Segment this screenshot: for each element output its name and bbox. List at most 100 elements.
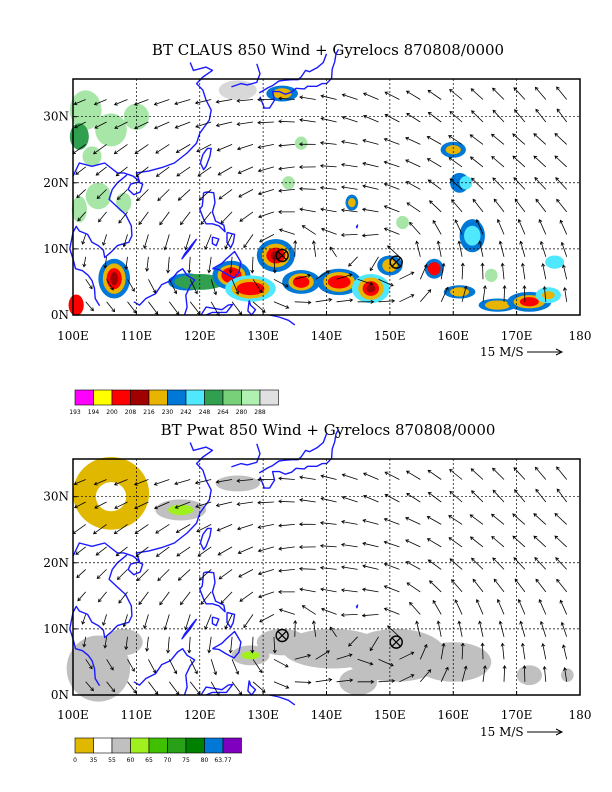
wind-vector (520, 262, 526, 280)
wind-vector (535, 108, 547, 123)
wind-vector (399, 674, 415, 683)
wind-vector (320, 207, 337, 213)
wind-vector (493, 578, 505, 593)
claus-title: BT CLAUS 850 Wind + Gyrelocs 870808/0000 (152, 41, 504, 59)
colorbar-label: 288 (254, 409, 266, 416)
shaded-region (69, 123, 89, 150)
colorbar-swatch (111, 389, 131, 406)
wind-vector (427, 469, 442, 480)
coastline-segment (259, 428, 340, 489)
shaded-region (382, 258, 398, 273)
x-tick-label: 170E (501, 329, 533, 343)
wind-vector (299, 118, 316, 123)
colorbar-swatch (111, 737, 131, 754)
wind-vector (514, 198, 526, 213)
wind-vector (519, 620, 526, 637)
wind-vector (513, 467, 526, 480)
coastline-segment (199, 191, 226, 233)
shaded-region (327, 275, 351, 289)
wind-vector (340, 162, 358, 168)
wind-vector (114, 121, 128, 129)
claus-panel: BT CLAUS 850 Wind + Gyrelocs 870808/0000… (43, 41, 591, 416)
wind-vector (522, 285, 527, 302)
wind-vector (155, 524, 170, 534)
wind-vector (116, 189, 128, 201)
wind-vector (237, 546, 254, 555)
wind-vector (236, 121, 254, 126)
wind-vector (138, 591, 149, 606)
pwat-shading (66, 457, 574, 702)
wind-vector (471, 490, 484, 503)
wind-vector (449, 491, 463, 503)
wind-vector (514, 489, 526, 503)
wind-vector (215, 479, 233, 484)
wind-vector (429, 580, 442, 593)
claus-gyre-markers (275, 248, 403, 269)
gyre-marker (389, 255, 403, 269)
wind-vector (426, 538, 442, 548)
wind-vector (432, 219, 442, 235)
wind-vector (405, 136, 421, 145)
wind-vector (298, 545, 316, 550)
wind-vector (113, 99, 128, 106)
wind-vector (405, 516, 421, 525)
wind-vector (122, 614, 128, 628)
wind-vector (166, 636, 171, 654)
colorbar-label: 35 (90, 757, 98, 764)
shaded-region (174, 274, 226, 290)
shaded-region (415, 642, 492, 682)
wind-vector (189, 681, 201, 695)
wind-vector (554, 132, 567, 145)
y-tick-label: 30N (43, 110, 69, 124)
wind-vector (301, 605, 316, 615)
wind-vector (554, 535, 567, 548)
wind-vector (257, 500, 274, 505)
shaded-region (85, 182, 112, 210)
wind-vector (534, 466, 547, 480)
wind-vector (272, 256, 277, 274)
wind-vector (118, 591, 128, 604)
wind-vector (200, 591, 212, 605)
wind-vector (315, 270, 330, 280)
coastline-segment (212, 630, 242, 659)
wind-vector (148, 301, 159, 315)
wind-vector (243, 234, 254, 249)
shaded-region (484, 268, 498, 282)
wind-vector (102, 234, 107, 246)
wind-vector (556, 108, 568, 123)
wind-vector (542, 285, 547, 302)
wind-vector (534, 557, 547, 570)
wind-vector (405, 470, 421, 480)
wind-vector (384, 493, 400, 503)
wind-vector (257, 524, 274, 529)
wind-vector (145, 636, 150, 652)
wind-vector (341, 495, 358, 503)
wind-vector (148, 659, 157, 674)
colorbar-label: 63.77 (214, 757, 231, 764)
wind-vector (184, 614, 191, 631)
wind-vector (320, 116, 337, 123)
wind-vector (168, 301, 180, 316)
wind-vector (200, 211, 212, 225)
coastline-segment (231, 63, 261, 88)
wind-vector (362, 518, 379, 525)
wind-vector (293, 240, 298, 257)
wind-vector (298, 142, 316, 147)
wind-vector (189, 659, 198, 675)
wind-vector (319, 185, 337, 190)
wind-vector (357, 679, 375, 684)
coastline-segment (269, 694, 296, 706)
wind-vector (231, 681, 243, 696)
wind-vector (93, 99, 107, 106)
wind-vector (236, 98, 254, 103)
wind-vector (278, 143, 295, 148)
wind-vector (454, 219, 463, 235)
wind-vector (361, 587, 379, 593)
wind-vector (502, 285, 507, 302)
wind-vector (153, 99, 170, 106)
wind-vector (406, 582, 421, 593)
wind-vector (113, 479, 128, 486)
wind-vector (311, 620, 317, 637)
coastline-segment (133, 268, 196, 316)
shaded-region (545, 255, 565, 269)
